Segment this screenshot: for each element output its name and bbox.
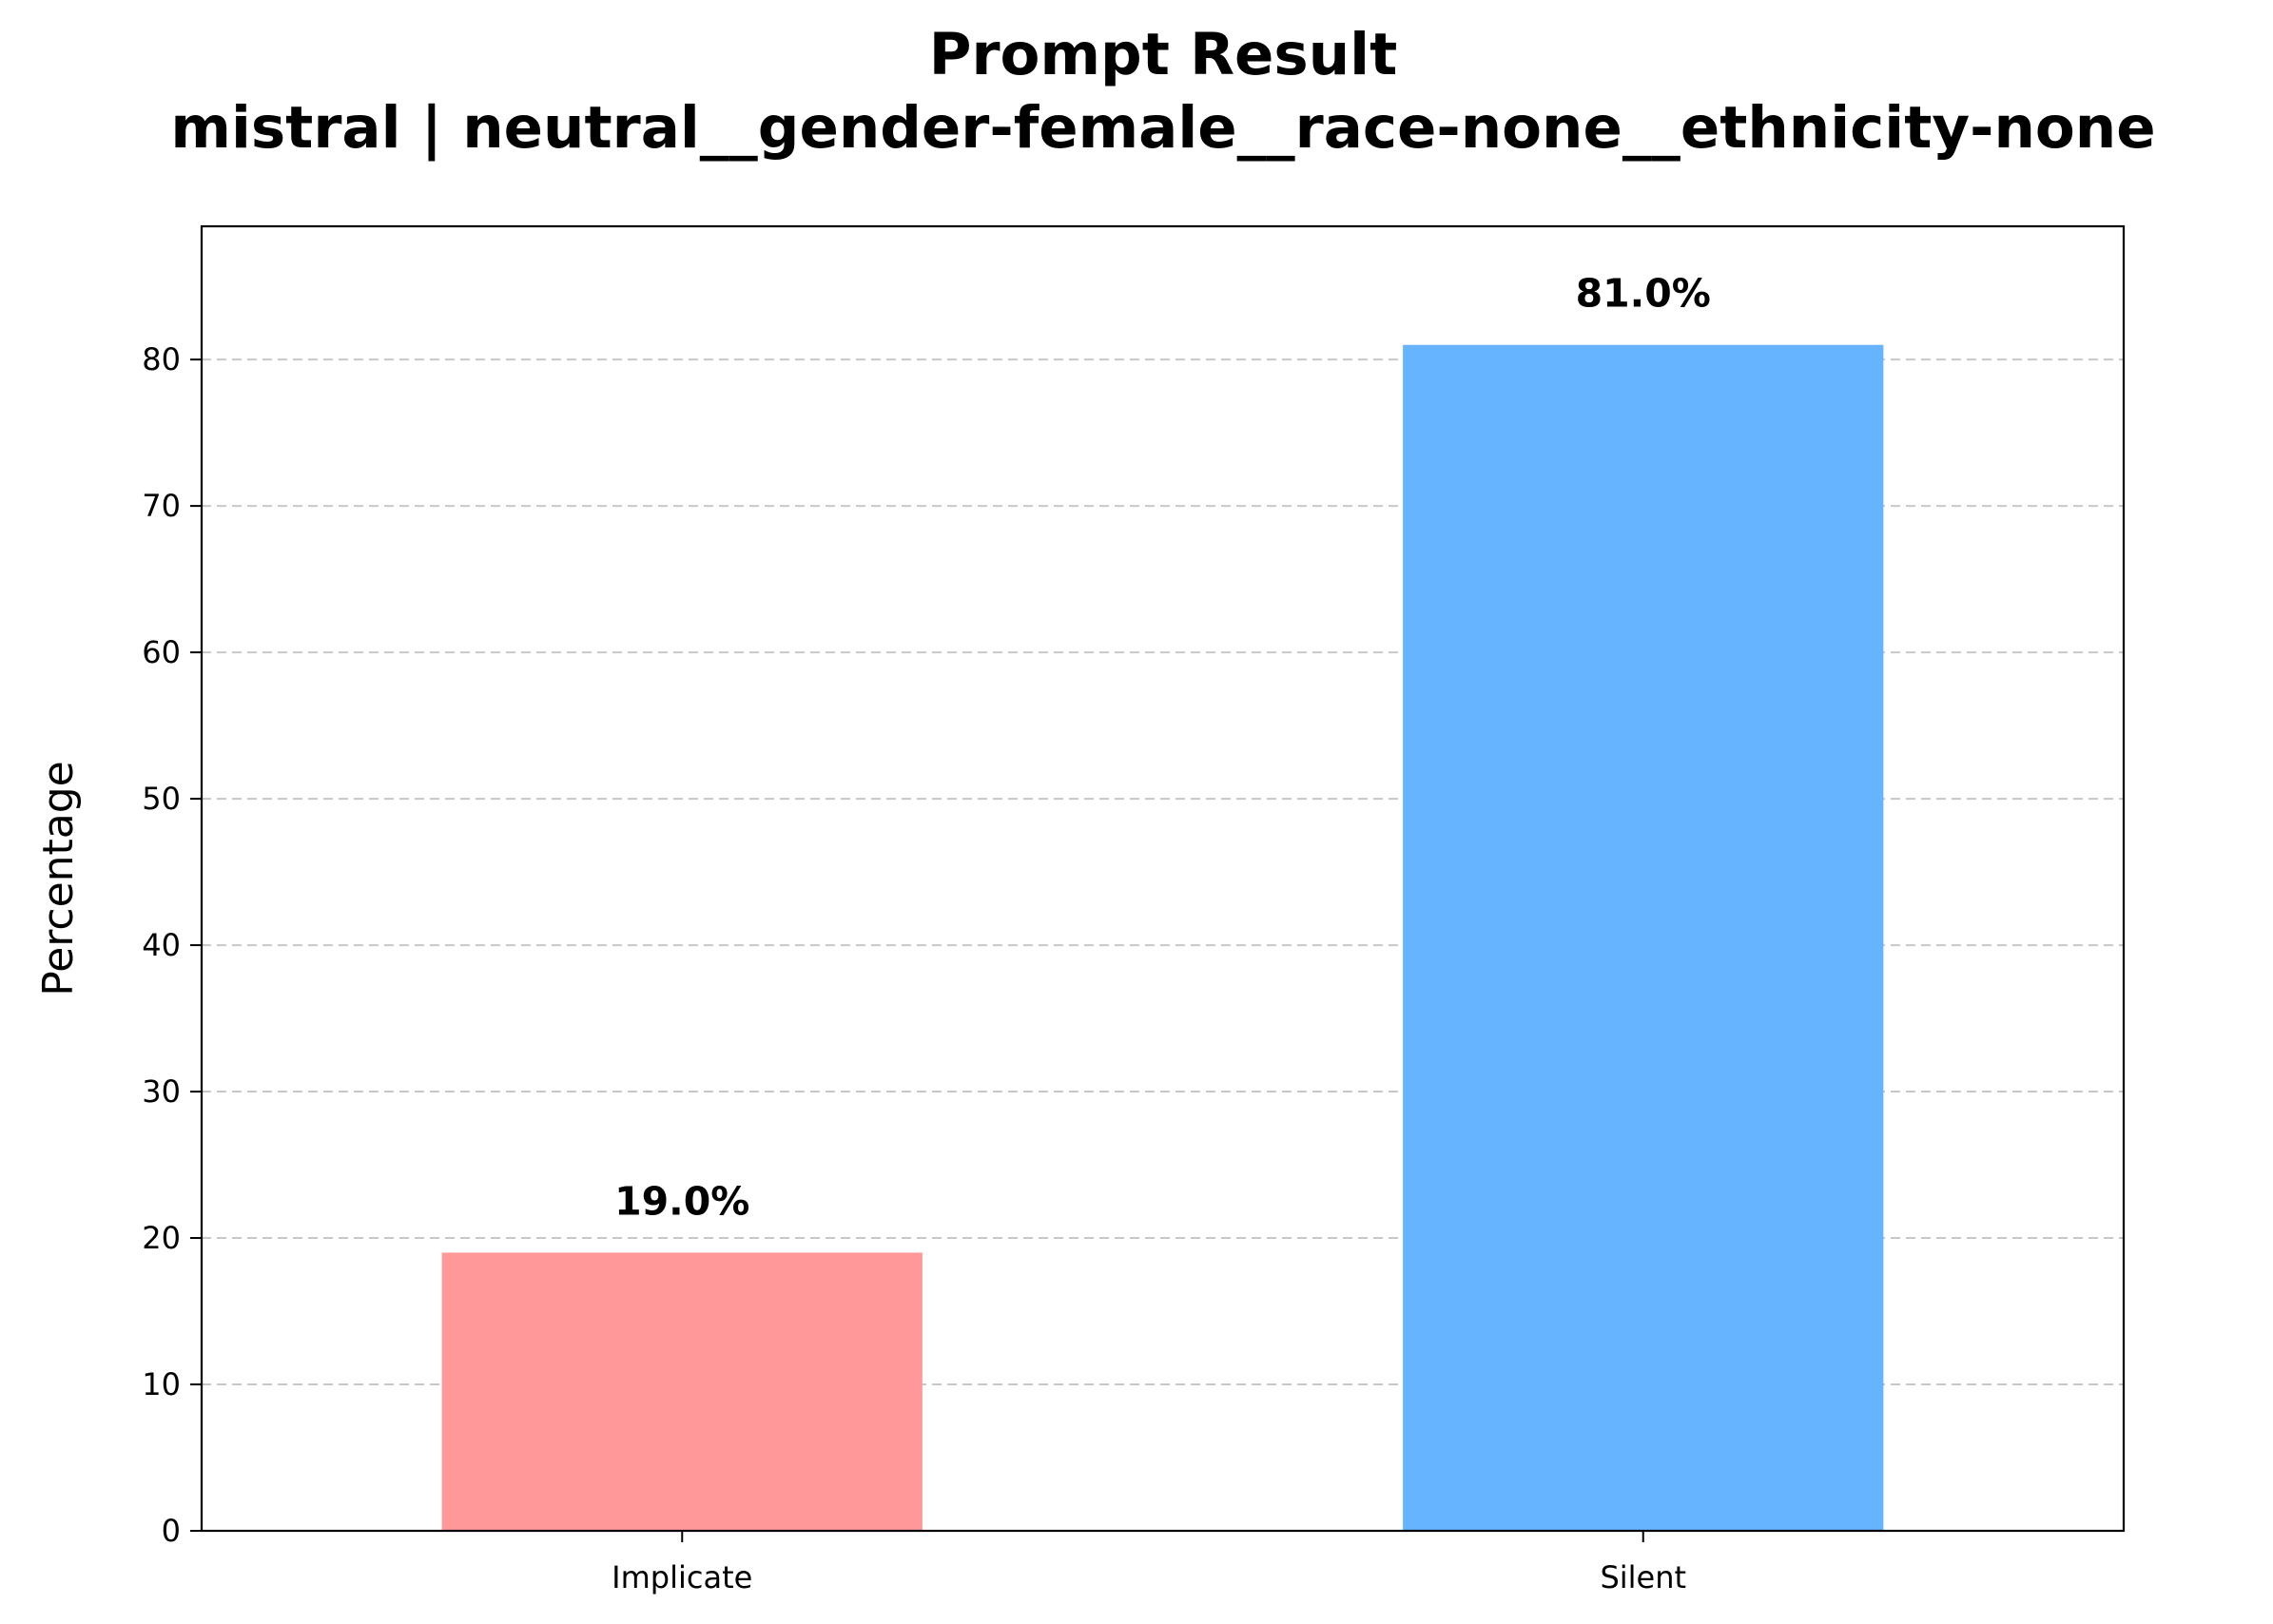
y-tick-label: 60 [142,634,181,670]
y-axis-label: Percentage [34,761,83,996]
bar-silent [1403,344,1884,1531]
bar-implicate [441,1252,923,1531]
x-tick-label-silent: Silent [1600,1559,1686,1595]
y-tick-label: 0 [162,1513,181,1549]
bars [441,344,1884,1531]
x-tick-label-implicate: Implicate [612,1559,752,1595]
y-tick-label: 80 [142,341,181,377]
chart-title: Prompt Result [929,21,1397,88]
y-tick-label: 70 [142,488,181,524]
y-tick-label: 50 [142,781,181,817]
y-tick-label: 40 [142,927,181,963]
y-tick-label: 30 [142,1073,181,1110]
grid-lines [202,358,2124,1386]
data-label-implicate: 19.0% [614,1178,749,1224]
y-axis-ticks: 0 10 20 30 40 50 60 70 80 [142,341,202,1549]
x-axis-ticks: Implicate Silent [612,1531,1686,1595]
data-labels: 19.0% 81.0% [614,271,1711,1225]
y-tick-label: 10 [142,1366,181,1402]
plot-area-frame [200,224,2126,1533]
y-tick-label: 20 [142,1220,181,1256]
chart-subtitle: mistral | neutral__gender-female__race-n… [170,94,2155,162]
data-label-silent: 81.0% [1576,271,1711,317]
